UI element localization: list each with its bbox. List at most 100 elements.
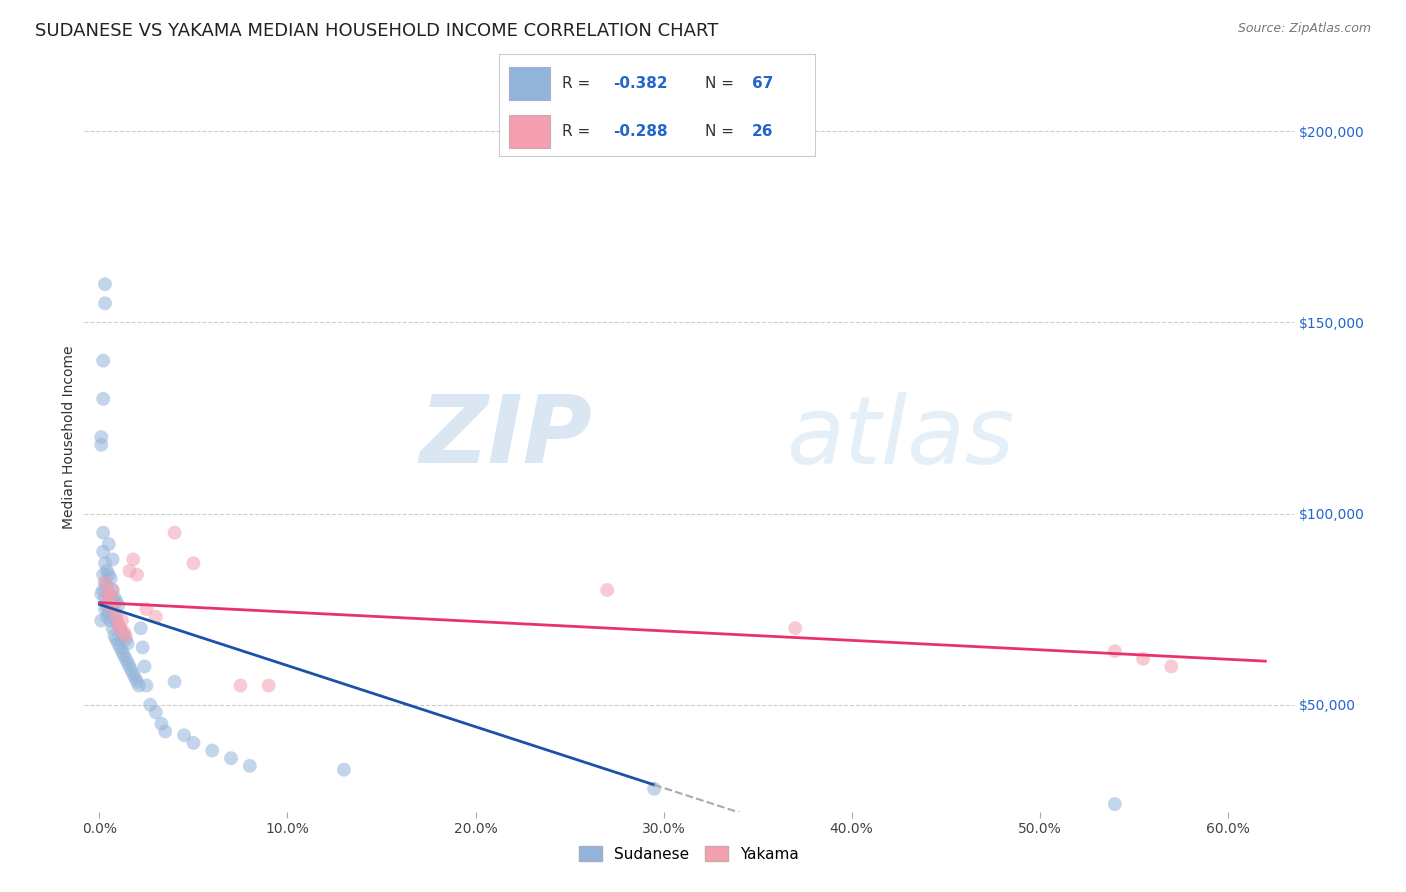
Point bbox=[111, 644, 134, 658]
Point bbox=[91, 392, 114, 406]
Point bbox=[91, 545, 114, 559]
Point bbox=[100, 572, 122, 586]
Point bbox=[94, 591, 117, 605]
Point bbox=[97, 567, 120, 582]
Point bbox=[107, 617, 129, 632]
Point bbox=[596, 582, 619, 597]
Y-axis label: Median Household Income: Median Household Income bbox=[62, 345, 76, 529]
Point bbox=[94, 575, 117, 590]
Point bbox=[1104, 797, 1126, 811]
Point bbox=[145, 706, 167, 720]
Point bbox=[94, 296, 117, 310]
Point bbox=[100, 591, 122, 605]
Point bbox=[107, 617, 129, 632]
Point bbox=[134, 659, 156, 673]
Point bbox=[103, 629, 125, 643]
Point bbox=[108, 640, 131, 655]
Point bbox=[112, 648, 135, 662]
Point bbox=[114, 652, 136, 666]
Text: R =: R = bbox=[562, 76, 596, 91]
Point bbox=[103, 602, 125, 616]
Point bbox=[107, 599, 129, 613]
Point bbox=[112, 625, 135, 640]
Point bbox=[135, 679, 157, 693]
Point bbox=[239, 759, 262, 773]
Point bbox=[111, 625, 134, 640]
Point bbox=[118, 564, 141, 578]
Point bbox=[125, 674, 148, 689]
Point bbox=[183, 736, 205, 750]
Text: R =: R = bbox=[562, 124, 596, 139]
Point bbox=[150, 716, 173, 731]
Point bbox=[108, 621, 131, 635]
Point bbox=[122, 552, 145, 566]
Point bbox=[108, 621, 131, 635]
Point bbox=[125, 567, 148, 582]
Point bbox=[107, 636, 129, 650]
Point bbox=[90, 614, 112, 628]
Legend: Sudanese, Yakama: Sudanese, Yakama bbox=[574, 839, 804, 868]
Point bbox=[96, 587, 118, 601]
Point bbox=[105, 609, 128, 624]
Point bbox=[124, 671, 146, 685]
Point bbox=[135, 602, 157, 616]
Point bbox=[91, 582, 114, 597]
Point bbox=[100, 591, 122, 605]
Point bbox=[201, 743, 224, 757]
Point bbox=[183, 556, 205, 570]
Point bbox=[96, 564, 118, 578]
Point bbox=[1104, 644, 1126, 658]
Point bbox=[100, 614, 122, 628]
Text: N =: N = bbox=[704, 76, 738, 91]
Point bbox=[101, 552, 124, 566]
Text: 67: 67 bbox=[752, 76, 773, 91]
Text: 26: 26 bbox=[752, 124, 773, 139]
Point bbox=[229, 679, 252, 693]
Point bbox=[173, 728, 195, 742]
Text: -0.288: -0.288 bbox=[613, 124, 668, 139]
Point bbox=[785, 621, 807, 635]
Point bbox=[112, 629, 135, 643]
Point bbox=[90, 438, 112, 452]
Text: Source: ZipAtlas.com: Source: ZipAtlas.com bbox=[1237, 22, 1371, 36]
Point bbox=[96, 599, 118, 613]
Point bbox=[101, 582, 124, 597]
Point bbox=[103, 609, 125, 624]
Point bbox=[91, 353, 114, 368]
Point bbox=[91, 525, 114, 540]
Point bbox=[97, 599, 120, 613]
Point bbox=[129, 621, 152, 635]
Point bbox=[105, 614, 128, 628]
Point bbox=[117, 636, 139, 650]
Point bbox=[122, 667, 145, 681]
Point bbox=[131, 640, 153, 655]
Point bbox=[94, 602, 117, 616]
Text: ZIP: ZIP bbox=[419, 391, 592, 483]
Point bbox=[163, 674, 186, 689]
Point bbox=[117, 656, 139, 670]
Point bbox=[163, 525, 186, 540]
Point bbox=[94, 277, 117, 292]
Point bbox=[139, 698, 162, 712]
FancyBboxPatch shape bbox=[509, 67, 550, 100]
Point bbox=[120, 663, 142, 677]
Point bbox=[96, 579, 118, 593]
Point bbox=[1160, 659, 1182, 673]
Point bbox=[103, 591, 125, 605]
Point bbox=[643, 781, 665, 796]
Text: atlas: atlas bbox=[786, 392, 1014, 483]
Point bbox=[105, 594, 128, 608]
Text: N =: N = bbox=[704, 124, 738, 139]
FancyBboxPatch shape bbox=[509, 115, 550, 148]
Point bbox=[219, 751, 242, 765]
Point bbox=[91, 567, 114, 582]
Point bbox=[1132, 652, 1154, 666]
Point bbox=[101, 582, 124, 597]
Point bbox=[97, 537, 120, 551]
Point bbox=[111, 614, 134, 628]
Point bbox=[94, 575, 117, 590]
Point bbox=[94, 556, 117, 570]
Point bbox=[128, 679, 150, 693]
Point bbox=[90, 587, 112, 601]
Point bbox=[101, 602, 124, 616]
